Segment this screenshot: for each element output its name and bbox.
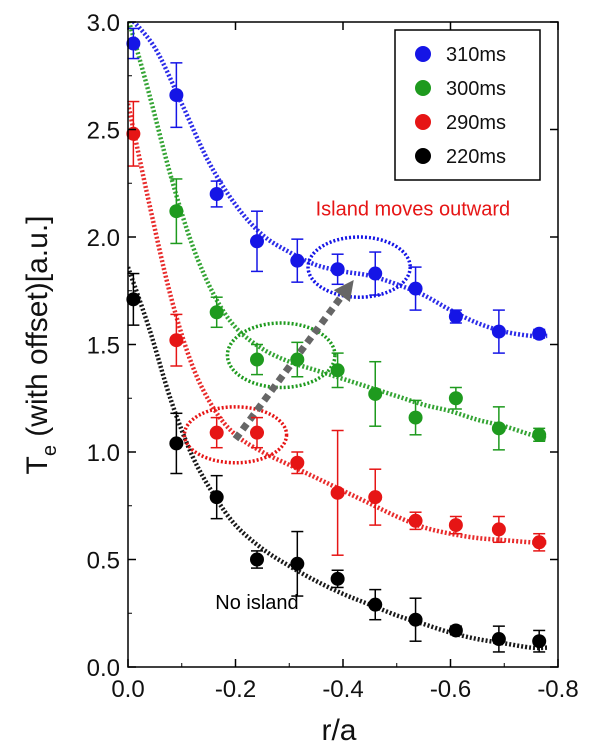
legend: 310ms 300ms 290ms 220ms	[394, 29, 541, 181]
data-point-300ms	[491, 421, 506, 436]
legend-marker-300ms	[415, 80, 431, 96]
legend-label-310ms: 310ms	[446, 44, 506, 66]
data-point-220ms	[250, 552, 264, 567]
data-point-300ms	[408, 410, 423, 425]
y-tick-label: 0.0	[87, 655, 120, 682]
data-point-300ms	[209, 305, 224, 320]
data-point-220ms	[491, 632, 506, 647]
x-tick-label: -0.8	[537, 676, 578, 703]
island-ellipse	[225, 321, 337, 390]
data-point-220ms	[368, 597, 383, 612]
data-point-290ms	[209, 425, 224, 440]
fit-curve-300ms	[128, 22, 548, 442]
data-point-290ms	[330, 485, 345, 500]
data-point-310ms	[408, 281, 423, 296]
data-point-220ms	[169, 436, 184, 451]
legend-label-300ms: 300ms	[446, 78, 506, 100]
data-point-310ms	[126, 36, 141, 51]
y-tick-label: 2.5	[87, 118, 120, 145]
fit-curve-290ms	[128, 103, 548, 545]
data-point-220ms	[448, 623, 463, 638]
data-point-300ms	[368, 386, 383, 401]
island-ellipse	[182, 405, 289, 465]
error-bars	[127, 27, 546, 653]
data-point-300ms	[532, 427, 547, 442]
data-point-220ms	[209, 490, 224, 505]
legend-marker-290ms	[415, 114, 431, 130]
fit-curve-220ms	[128, 266, 548, 651]
y-axis-title-sub: e	[39, 445, 61, 456]
y-tick-label: 2.0	[87, 225, 120, 252]
data-point-290ms	[408, 513, 423, 528]
x-tick-label: -0.4	[322, 676, 363, 703]
data-point-220ms	[290, 556, 305, 571]
x-tick-label: -0.6	[430, 676, 471, 703]
data-point-310ms	[250, 234, 264, 249]
y-axis-title: Te (with offset)[a.u.]	[21, 216, 61, 475]
data-point-290ms	[532, 535, 547, 550]
data-point-310ms	[448, 309, 463, 324]
data-point-310ms	[491, 324, 506, 339]
data-point-290ms	[126, 126, 141, 141]
data-point-290ms	[448, 518, 463, 533]
y-tick-label: 0.5	[87, 548, 120, 575]
y-tick-label: 1.5	[87, 333, 120, 360]
axes: 0.0 -0.2 -0.4 -0.6 -0.8 0.0 0.5 1.0 1.5 2.0 2.5 3.0	[87, 10, 579, 703]
data-point-300ms	[330, 363, 345, 378]
data-point-220ms	[126, 292, 141, 307]
data-point-310ms	[169, 88, 184, 103]
arrow-shaft	[232, 293, 345, 442]
data-point-290ms	[250, 425, 264, 440]
data-point-290ms	[491, 522, 506, 537]
annotation-island-moves: Island moves outward	[316, 199, 511, 221]
data-point-310ms	[209, 187, 224, 201]
data-point-220ms	[330, 571, 345, 586]
outward-arrow	[232, 280, 354, 442]
x-tick-label: 0.0	[111, 676, 144, 703]
data-point-290ms	[290, 455, 305, 470]
data-point-220ms	[532, 634, 547, 649]
legend-marker-220ms	[415, 148, 431, 164]
data-points	[126, 36, 547, 649]
data-point-290ms	[368, 490, 383, 505]
data-point-310ms	[330, 262, 345, 277]
annotation-no-island: No island	[215, 592, 298, 614]
data-point-290ms	[169, 333, 184, 348]
data-point-310ms	[368, 266, 383, 281]
data-point-300ms	[169, 204, 184, 219]
legend-label-220ms: 220ms	[446, 146, 506, 168]
y-axis-title-rest: (with offset)[a.u.]	[21, 216, 54, 446]
y-axis-title-main: T	[21, 456, 54, 474]
data-point-310ms	[532, 326, 547, 341]
data-point-310ms	[290, 253, 305, 268]
arrow-head	[333, 280, 354, 303]
y-tick-label: 1.0	[87, 440, 120, 467]
data-point-220ms	[408, 612, 423, 627]
data-point-300ms	[250, 352, 264, 367]
legend-label-290ms: 290ms	[446, 112, 506, 134]
legend-marker-310ms	[415, 46, 431, 62]
data-point-300ms	[448, 391, 463, 406]
x-axis-title: r/a	[321, 714, 356, 747]
y-tick-label: 3.0	[87, 10, 120, 37]
data-point-300ms	[290, 352, 305, 367]
x-tick-label: -0.2	[215, 676, 256, 703]
